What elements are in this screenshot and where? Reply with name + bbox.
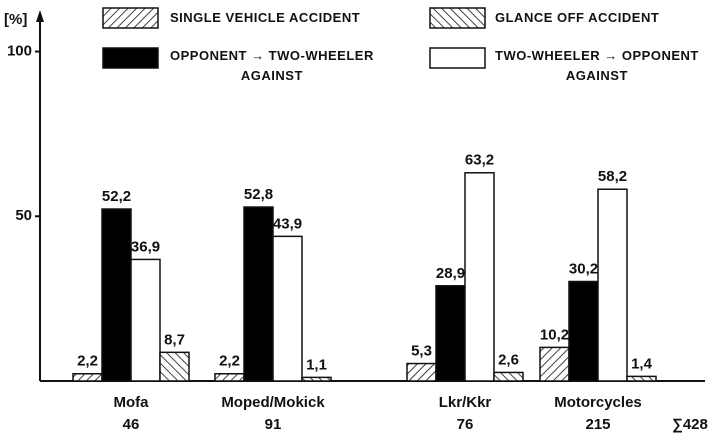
- bar: [301, 376, 332, 382]
- data-label: 28,9: [436, 265, 465, 282]
- data-label: 2,2: [77, 353, 98, 370]
- y-tick-label: 100: [7, 43, 32, 60]
- data-label: 2,6: [498, 351, 519, 368]
- legend-label: TWO-WHEELER → OPPONENT AGAINST: [495, 48, 699, 83]
- bar: [72, 373, 103, 382]
- legend-label: OPPONENT → TWO-WHEELER AGAINST: [170, 48, 374, 83]
- legend-swatch: [429, 47, 486, 69]
- x-tick-label: Moped/Mokick: [221, 394, 325, 411]
- bar: [626, 375, 657, 382]
- bar: [597, 188, 628, 382]
- y-axis-arrow: [36, 10, 44, 22]
- data-label: 58,2: [598, 168, 627, 185]
- data-label: 52,8: [244, 186, 273, 203]
- category-count: 91: [265, 416, 282, 433]
- bar: [435, 285, 466, 382]
- bar: [243, 206, 274, 382]
- data-label: 36,9: [131, 238, 160, 255]
- category-count: 46: [123, 416, 140, 433]
- x-tick-label: Lkr/Kkr: [439, 394, 492, 411]
- x-tick-label: Motorcycles: [554, 394, 642, 411]
- legend-label: SINGLE VEHICLE ACCIDENT: [170, 10, 361, 25]
- data-label: 1,4: [631, 355, 653, 372]
- legend-swatch: [102, 47, 159, 69]
- category-count: 76: [457, 416, 474, 433]
- bar: [101, 208, 132, 382]
- category-count: 215: [585, 416, 610, 433]
- data-label: 63,2: [465, 152, 494, 169]
- bar: [464, 172, 495, 382]
- data-label: 30,2: [569, 260, 598, 277]
- data-label: 5,3: [411, 343, 432, 360]
- data-label: 2,2: [219, 353, 240, 370]
- bar: [406, 362, 437, 382]
- bar: [539, 346, 570, 382]
- bar: [214, 373, 245, 382]
- bar: [493, 371, 524, 382]
- data-label: 8,7: [164, 331, 185, 348]
- y-tick-label: 50: [15, 207, 32, 224]
- bar: [568, 280, 599, 382]
- legend-label: GLANCE OFF ACCIDENT: [495, 10, 660, 25]
- data-label: 52,2: [102, 188, 131, 205]
- legend-swatch: [429, 7, 486, 29]
- total-label: ∑428: [672, 416, 708, 433]
- data-label: 43,9: [273, 215, 302, 232]
- y-axis-label: [%]: [4, 11, 27, 28]
- bar: [272, 235, 303, 382]
- legend-swatch: [102, 7, 159, 29]
- data-label: 10,2: [540, 326, 569, 343]
- bar: [130, 258, 161, 382]
- bar: [159, 351, 190, 382]
- x-tick-label: Mofa: [114, 394, 150, 411]
- data-label: 1,1: [306, 356, 327, 373]
